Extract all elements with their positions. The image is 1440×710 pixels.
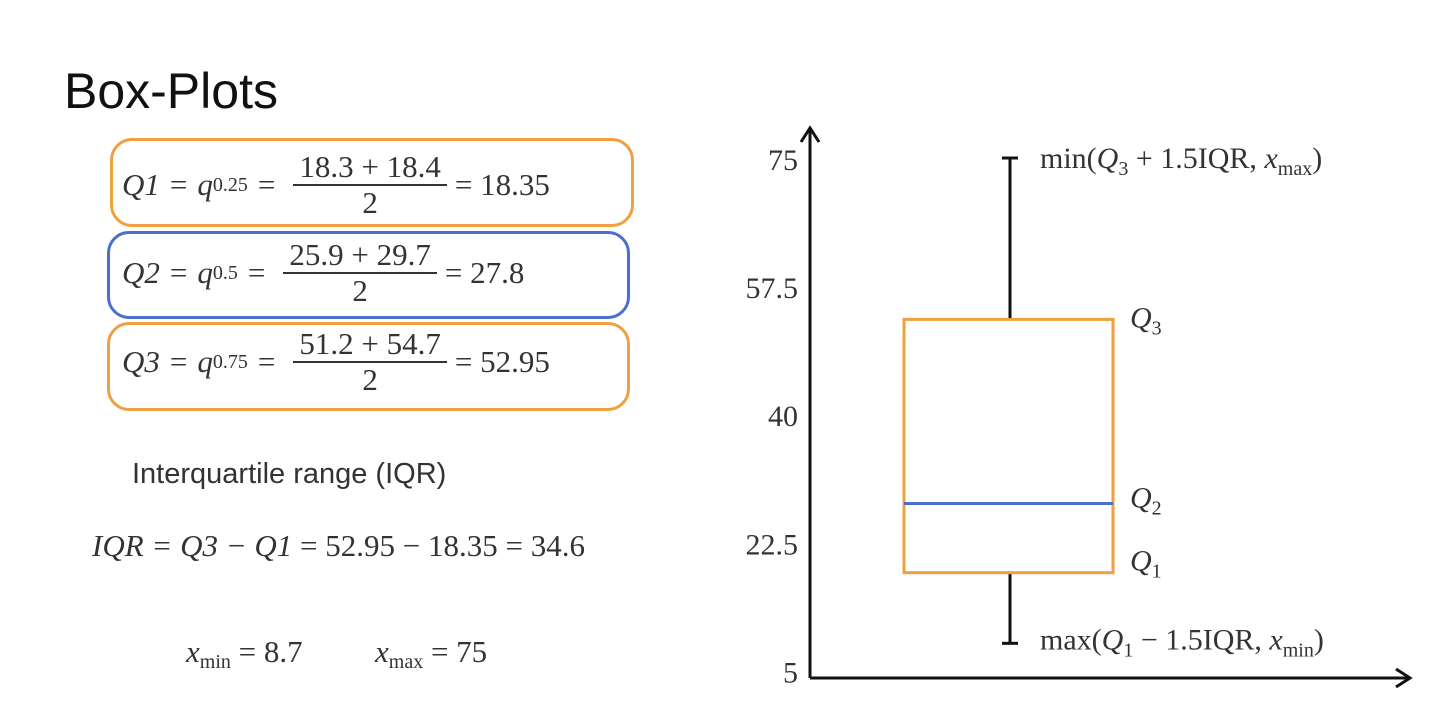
q3-label: Q3 [1130, 301, 1162, 339]
q2-label: Q2 [1130, 482, 1162, 520]
iqr-formula: IQR = Q3 − Q1 = 52.95 − 18.35 = 34.6 [92, 528, 585, 564]
denominator: 2 [362, 185, 378, 220]
fraction-bar [293, 184, 447, 186]
q2-result: = 27.8 [444, 255, 525, 290]
q1-highlight-box [110, 138, 634, 227]
q-symbol: q [197, 344, 213, 379]
q2-lhs: Q2 [122, 255, 160, 290]
xmin-var: x [186, 634, 200, 669]
y-tick-label: 40 [768, 400, 798, 433]
eq-sign: = [169, 255, 188, 290]
numerator: 25.9 + 29.7 [289, 237, 431, 272]
denominator: 2 [352, 273, 368, 308]
q1-label: Q1 [1130, 545, 1162, 583]
denominator: 2 [362, 362, 378, 397]
y-tick-label: 22.5 [746, 528, 799, 561]
q3-lhs: Q3 [122, 344, 160, 379]
xmin-number: = 8.7 [238, 634, 303, 669]
fraction: 18.3 + 18.4 2 [293, 149, 447, 220]
eq-sign: = [257, 167, 276, 202]
q1-result: = 18.35 [454, 167, 550, 202]
xmax-value: xmax = 75 [375, 634, 487, 674]
q2-highlight-box [107, 231, 630, 319]
q3-highlight-box [107, 322, 630, 411]
xmin-sub: min [199, 651, 231, 673]
fraction-bar [293, 361, 447, 363]
slide-title: Box-Plots [64, 63, 278, 119]
upper-whisker-label: min(Q3 + 1.5IQR, xmax) [1040, 142, 1322, 180]
q-symbol: q [197, 255, 213, 290]
iqr-heading: Interquartile range (IQR) [132, 458, 447, 490]
iqr-box [902, 317, 1115, 575]
xmax-sub: max [388, 651, 424, 673]
xmax-var: x [375, 634, 389, 669]
q3-result: = 52.95 [454, 344, 550, 379]
q-subscript: 0.25 [212, 173, 248, 196]
xmax-number: = 75 [430, 634, 488, 669]
y-tick-label: 57.5 [746, 272, 799, 305]
q-subscript: 0.5 [212, 261, 238, 284]
y-axis-arrow-icon [799, 125, 821, 143]
q-subscript: 0.75 [212, 350, 248, 373]
fraction-bar [283, 272, 437, 274]
eq-sign: = [247, 255, 266, 290]
numerator: 18.3 + 18.4 [299, 149, 441, 184]
numerator: 51.2 + 54.7 [299, 326, 441, 361]
eq-sign: = [169, 167, 188, 202]
iqr-formula-lhs: IQR = Q3 − Q1 [92, 528, 293, 563]
y-tick-label: 75 [768, 144, 798, 177]
q3-equation: Q3 = q 0.75 = 51.2 + 54.7 2 = 52.95 [122, 327, 550, 397]
fraction: 51.2 + 54.7 2 [293, 326, 447, 397]
q1-lhs: Q1 [122, 167, 160, 202]
q-symbol: q [197, 167, 213, 202]
eq-sign: = [169, 344, 188, 379]
iqr-formula-rhs: = 52.95 − 18.35 = 34.6 [300, 528, 585, 563]
q2-equation: Q2 = q 0.5 = 25.9 + 29.7 2 = 27.8 [122, 238, 524, 308]
q1-equation: Q1 = q 0.25 = 18.3 + 18.4 2 = 18.35 [122, 150, 550, 220]
eq-sign: = [257, 344, 276, 379]
fraction: 25.9 + 29.7 2 [283, 237, 437, 308]
y-tick-label: 5 [783, 656, 798, 689]
xmin-value: xmin = 8.7 [186, 634, 303, 674]
lower-whisker-label: max(Q1 − 1.5IQR, xmin) [1040, 623, 1324, 661]
x-axis-arrow-icon [1395, 667, 1413, 689]
